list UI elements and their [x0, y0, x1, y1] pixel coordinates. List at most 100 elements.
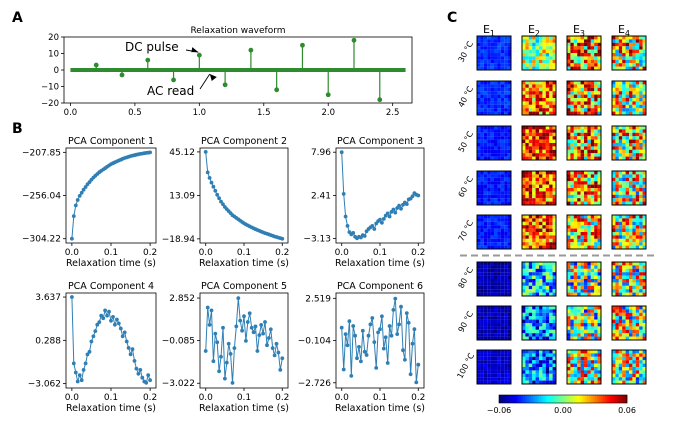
colorbar-segment [571, 395, 574, 403]
heatmap-pixel [590, 336, 595, 341]
heatmap-pixel [629, 101, 633, 105]
heatmap-pixel [580, 139, 585, 144]
heatmap-pixel [525, 188, 529, 192]
heatmap-pixel [587, 94, 591, 99]
heatmap-pixel [477, 377, 481, 381]
heatmap-pixel [597, 319, 602, 324]
heatmap-pixel [494, 174, 498, 178]
heatmap-pixel [632, 191, 636, 195]
heatmap-pixel [532, 353, 536, 357]
heatmap-pixel [535, 309, 540, 313]
heatmap-pixel [632, 363, 636, 368]
heatmap-pixel [490, 377, 495, 381]
x-tick-label: 2.5 [386, 108, 400, 118]
chart-title: PCA Component 1 [68, 136, 154, 147]
heatmap-pixel [500, 132, 505, 137]
heatmap-pixel [549, 49, 553, 54]
heatmap-pixel [500, 171, 505, 175]
heatmap-pixel [622, 272, 626, 276]
heatmap-pixel [477, 228, 481, 233]
heatmap-pixel [483, 87, 488, 92]
heatmap-pixel [639, 326, 643, 330]
heatmap-pixel [480, 139, 484, 144]
heatmap-pixel [590, 333, 595, 337]
series-line [341, 298, 419, 383]
heatmap-pixel [535, 238, 540, 243]
heatmap-pixel [580, 98, 585, 102]
heatmap-pixel [532, 215, 536, 219]
heatmap-pixel [573, 329, 578, 334]
heatmap-pixel [639, 188, 643, 192]
heatmap-pixel [522, 326, 526, 330]
heatmap-pixel [584, 309, 588, 313]
heatmap-pixel [570, 309, 574, 313]
heatmap-pixel [642, 129, 647, 133]
heatmap-pixel [535, 225, 540, 229]
heatmap-pixel [525, 242, 529, 246]
heatmap-pixel [552, 319, 557, 324]
heatmap-pixel [594, 129, 598, 133]
heatmap-pixel [642, 87, 647, 92]
data-point [215, 340, 220, 345]
heatmap-pixel [507, 221, 512, 226]
heatmap-pixel [635, 282, 640, 286]
heatmap-pixel [622, 36, 626, 40]
heatmap-pixel [639, 265, 643, 269]
heatmap-pixel [629, 218, 633, 222]
heatmap-pixel [612, 306, 616, 310]
heatmap-pixel [528, 373, 533, 378]
heatmap-pixel [612, 177, 616, 182]
heatmap-pixel [539, 323, 543, 327]
heatmap-pixel [629, 156, 633, 161]
heatmap-pixel [549, 66, 553, 71]
heatmap-pixel [570, 36, 574, 40]
heatmap-pixel [615, 377, 619, 381]
heatmap-pixel [642, 136, 647, 140]
heatmap-pixel [635, 81, 640, 85]
heatmap-pixel [552, 46, 557, 50]
heatmap-pixel [535, 139, 540, 144]
heatmap-pixel [587, 126, 591, 130]
heatmap-pixel [622, 228, 626, 233]
data-point [126, 346, 131, 350]
y-tick-label: −207.85 [22, 148, 61, 158]
data-point [259, 323, 264, 327]
heatmap-pixel [594, 126, 598, 130]
colorbar-tick-label: 0.06 [618, 406, 636, 415]
heatmap-pixel [494, 380, 498, 385]
heatmap-pixel [549, 171, 553, 175]
heatmap-pixel [567, 373, 571, 378]
data-point [280, 356, 285, 361]
heatmap-pixel [573, 242, 578, 246]
heatmap-pixel [490, 177, 495, 182]
colorbar-segment [603, 395, 606, 403]
heatmap-pixel [504, 292, 508, 297]
heatmap-pixel [497, 87, 501, 92]
heatmap-pixel [642, 91, 647, 95]
heatmap-pixel [483, 132, 488, 137]
colorbar-segment [599, 395, 602, 403]
colorbar-segment [509, 395, 512, 403]
heatmap-pixel [528, 53, 533, 57]
x-tick-label: 2.0 [321, 108, 335, 118]
heatmap-frame [476, 349, 512, 385]
heatmap-pixel [535, 235, 540, 239]
heatmap-pixel [500, 306, 505, 310]
heatmap-pixel [642, 265, 647, 269]
heatmap-pixel [542, 279, 546, 283]
heatmap-pixel [549, 111, 553, 116]
heatmap-pixel [625, 265, 630, 269]
heatmap-pixel [522, 149, 526, 154]
heatmap-pixel [490, 329, 495, 334]
heatmap-pixel [494, 336, 498, 341]
heatmap-pixel [584, 268, 588, 273]
heatmap-pixel [552, 350, 557, 354]
heatmap-pixel [642, 268, 647, 273]
heatmap-pixel [532, 94, 536, 99]
heatmap-pixel [500, 59, 505, 64]
heatmap-pixel [580, 235, 585, 239]
heatmap-pixel [480, 108, 484, 112]
heatmap-pixel [542, 201, 546, 206]
heatmap-pixel [577, 39, 581, 43]
y-tick-label: −0.104 [298, 337, 332, 347]
